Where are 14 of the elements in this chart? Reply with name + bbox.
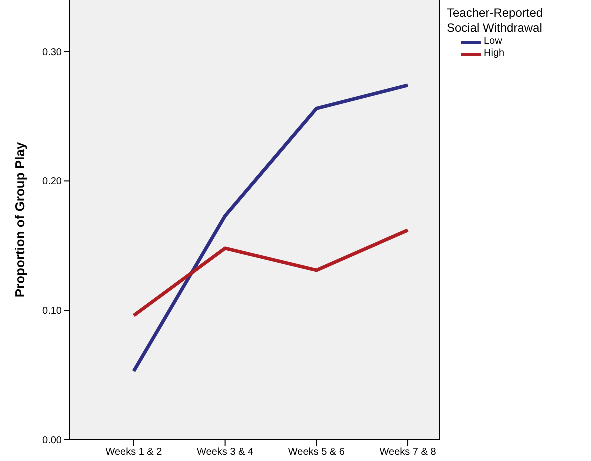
y-tick-label: 0.10 — [42, 306, 62, 318]
line-series — [132, 228, 410, 318]
x-tick-label: Weeks 1 & 2 — [106, 447, 163, 458]
y-tick-label: 0.30 — [42, 47, 62, 58]
y-tick-label: 0.00 — [42, 436, 62, 447]
x-tick-label: Weeks 3 & 4 — [197, 447, 254, 458]
legend-label: Low — [484, 36, 502, 48]
y-axis-title: Proportion of Group Play — [12, 142, 28, 298]
line-series — [132, 84, 410, 374]
legend-title: Teacher-Reported Social Withdrawal — [447, 6, 544, 36]
y-tick-label: 0.20 — [42, 176, 62, 188]
legend-label: High — [484, 48, 505, 60]
x-tick-label: Weeks 5 & 6 — [288, 447, 346, 458]
x-tick-label: Weeks 7 & 8 — [380, 447, 437, 458]
